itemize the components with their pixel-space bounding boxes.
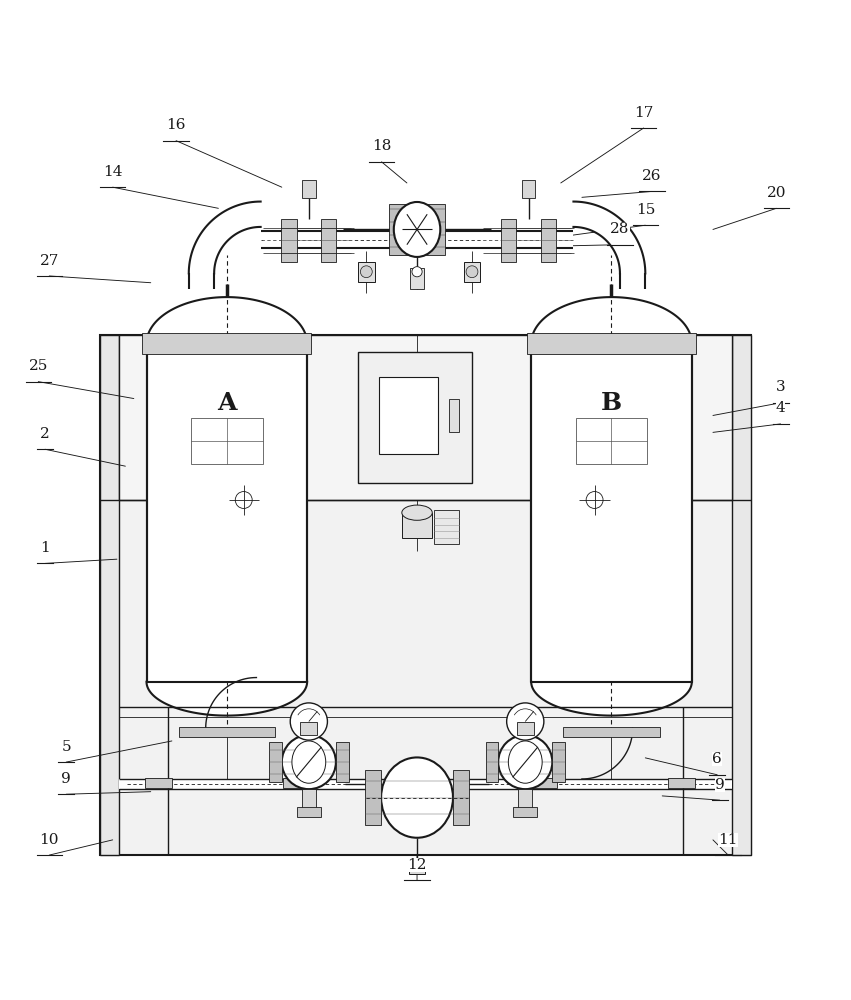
Bar [302,789,316,809]
Bar [552,742,565,782]
Bar [529,778,557,788]
Text: 9: 9 [715,778,724,792]
Bar [142,333,311,354]
Bar [365,770,380,825]
Bar [527,333,696,354]
Text: 2: 2 [40,427,50,441]
Bar [145,778,172,788]
Text: 27: 27 [40,254,59,268]
Bar [302,180,316,198]
Circle shape [282,735,336,789]
Bar [426,204,445,255]
Bar [408,860,426,874]
Text: 3: 3 [776,380,785,394]
Text: 26: 26 [643,169,662,183]
Text: 14: 14 [103,165,123,179]
Text: 6: 6 [712,752,722,766]
Bar [522,180,535,198]
Polygon shape [531,297,692,344]
Polygon shape [531,682,692,716]
Bar [668,778,695,788]
Circle shape [466,266,478,278]
Bar [146,344,307,682]
Bar [389,204,408,255]
Bar [486,742,498,782]
Ellipse shape [292,741,326,783]
Ellipse shape [394,202,440,257]
Bar [118,335,733,500]
Text: B: B [601,391,622,415]
Bar [410,268,424,289]
Text: 16: 16 [166,118,186,132]
Bar [518,789,532,809]
Bar [269,742,282,782]
Bar [336,742,349,782]
Circle shape [412,267,422,277]
Bar [282,219,297,262]
Bar [358,352,472,483]
Text: 18: 18 [372,139,391,153]
Circle shape [235,492,252,508]
Bar [517,722,534,735]
Bar [379,377,438,454]
Circle shape [586,492,603,508]
Text: 1: 1 [40,541,50,555]
Bar [449,399,460,432]
Text: A: A [217,391,237,415]
Bar [100,335,751,855]
Text: 10: 10 [39,833,59,847]
Text: 5: 5 [61,740,71,754]
Polygon shape [146,682,307,716]
Text: 11: 11 [718,833,738,847]
Polygon shape [620,273,645,289]
Polygon shape [189,202,260,273]
Bar [300,722,317,735]
Polygon shape [574,202,645,273]
Circle shape [290,703,328,740]
Text: 28: 28 [610,222,630,236]
Ellipse shape [402,505,432,520]
Polygon shape [260,231,574,248]
Bar [501,219,517,262]
Bar [563,727,660,737]
Ellipse shape [381,757,453,838]
Text: 4: 4 [776,401,785,415]
Bar [733,335,751,855]
Bar [454,770,469,825]
Circle shape [361,266,372,278]
Text: 20: 20 [767,186,786,200]
Text: 12: 12 [408,858,427,872]
Bar [100,335,118,855]
Circle shape [498,735,552,789]
Bar [513,807,537,817]
Polygon shape [118,779,733,789]
Polygon shape [189,273,214,289]
Bar [575,418,648,464]
Text: 25: 25 [29,359,48,373]
Polygon shape [146,297,307,344]
Bar [464,262,481,282]
Bar [297,807,321,817]
Bar [358,262,374,282]
Text: 17: 17 [634,106,654,120]
Ellipse shape [508,741,542,783]
Bar [402,513,432,538]
Bar [434,510,460,544]
Bar [321,219,336,262]
Text: 15: 15 [636,203,655,217]
Bar [191,418,263,464]
Bar [531,344,692,682]
Bar [179,727,275,737]
Bar [283,778,311,788]
Text: 9: 9 [61,772,71,786]
Circle shape [506,703,544,740]
Bar [541,219,556,262]
